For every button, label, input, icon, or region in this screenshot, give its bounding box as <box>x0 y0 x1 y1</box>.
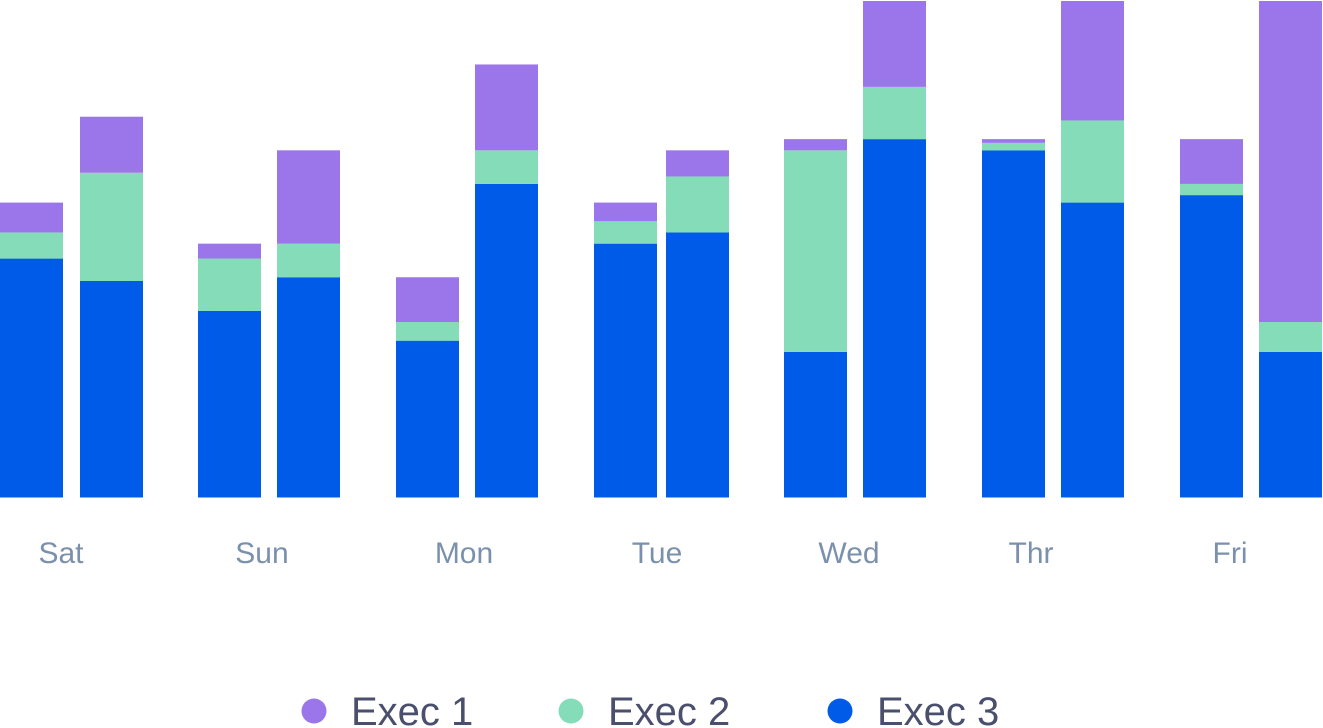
bar-thr-2-exec-3 <box>1061 202 1124 498</box>
legend-swatch <box>827 698 853 724</box>
bar-wed-1-exec-3 <box>784 351 847 498</box>
bar-sun-2-exec-2 <box>277 243 340 278</box>
bar-wed-1-exec-2 <box>784 150 847 352</box>
bar-sun-2-exec-3 <box>277 277 340 498</box>
x-tick-label-wed: Wed <box>818 537 879 570</box>
x-tick-label-mon: Mon <box>435 537 493 570</box>
bar-mon-1-exec-3 <box>396 340 459 498</box>
bar-tue-2-exec-2 <box>666 176 729 233</box>
bar-thr-1-exec-1 <box>982 139 1045 143</box>
bar-tue-2-exec-1 <box>666 150 729 177</box>
bar-sat-1-exec-2 <box>0 232 63 259</box>
bar-thr-1-exec-2 <box>982 142 1045 151</box>
x-axis-ticks: Sat Sun Mon Tue Wed Thr Fri <box>38 537 1247 570</box>
bar-wed-2-exec-3 <box>863 139 926 498</box>
legend-item-exec-2: Exec 2 <box>558 690 730 728</box>
bar-wed-2-exec-1 <box>863 1 926 87</box>
legend-swatch <box>301 698 327 724</box>
bar-mon-2-exec-1 <box>475 64 538 151</box>
bar-sun-1-exec-1 <box>198 243 261 259</box>
bar-fri-1-exec-3 <box>1180 195 1243 498</box>
bar-sat-1-exec-3 <box>0 258 63 498</box>
bar-thr-2-exec-1 <box>1061 1 1124 121</box>
bar-thr-1-exec-3 <box>982 150 1045 498</box>
bar-fri-1-exec-1 <box>1180 139 1243 184</box>
x-tick-label-sun: Sun <box>235 537 288 570</box>
legend-item-exec-1: Exec 1 <box>301 690 473 728</box>
x-tick-label-sat: Sat <box>38 537 84 570</box>
bar-sat-2-exec-3 <box>80 280 143 498</box>
bar-fri-2-exec-2 <box>1259 322 1322 352</box>
bar-thr-2-exec-2 <box>1061 120 1124 203</box>
bar-tue-1-exec-1 <box>594 202 657 222</box>
bar-sun-1-exec-2 <box>198 258 261 311</box>
bar-wed-2-exec-2 <box>863 86 926 140</box>
bar-sun-2-exec-1 <box>277 150 340 244</box>
x-tick-label-tue: Tue <box>632 537 683 570</box>
bar-tue-1-exec-3 <box>594 243 657 498</box>
legend-label: Exec 1 <box>351 690 473 728</box>
bar-sat-1-exec-1 <box>0 202 63 233</box>
bar-wed-1-exec-1 <box>784 139 847 151</box>
x-tick-label-thr: Thr <box>1009 537 1054 570</box>
bar-fri-1-exec-2 <box>1180 183 1243 196</box>
bar-fri-2-exec-1 <box>1259 1 1322 323</box>
bars-group <box>0 1 1322 498</box>
bar-sun-1-exec-3 <box>198 310 261 498</box>
bar-sat-2-exec-2 <box>80 172 143 281</box>
legend: Exec 1 Exec 2 Exec 3 <box>301 690 999 728</box>
bar-mon-1-exec-2 <box>396 322 459 341</box>
legend-label: Exec 3 <box>877 690 999 728</box>
bar-mon-1-exec-1 <box>396 277 459 323</box>
x-tick-label-fri: Fri <box>1213 537 1248 570</box>
legend-label: Exec 2 <box>608 690 730 728</box>
legend-swatch <box>558 698 584 724</box>
legend-item-exec-3: Exec 3 <box>827 690 999 728</box>
bar-mon-2-exec-2 <box>475 150 538 184</box>
bar-tue-2-exec-3 <box>666 232 729 498</box>
bar-sat-2-exec-1 <box>80 116 143 173</box>
bar-tue-1-exec-2 <box>594 221 657 244</box>
bar-mon-2-exec-3 <box>475 183 538 498</box>
bar-fri-2-exec-3 <box>1259 351 1322 498</box>
